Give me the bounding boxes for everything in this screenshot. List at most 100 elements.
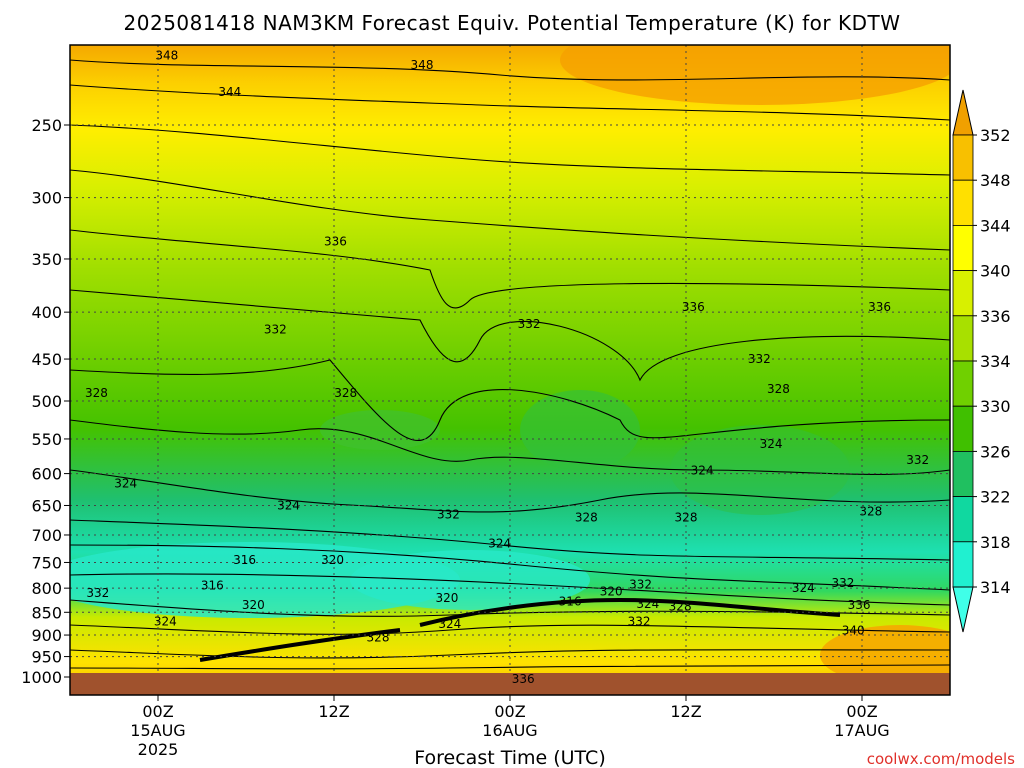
moist-patch	[70, 542, 460, 618]
colorbar-segment	[952, 450, 974, 497]
colorbar-label: 314	[980, 578, 1011, 597]
y-tick-label: 800	[31, 579, 62, 598]
contour-label: 340	[842, 624, 865, 638]
contour-label: 332	[748, 352, 771, 366]
contour-label: 328	[575, 511, 598, 525]
contour-label: 328	[675, 511, 698, 525]
contour-label: 316	[201, 579, 224, 593]
y-tick-label: 700	[31, 526, 62, 545]
contour-label: 320	[600, 585, 623, 599]
contour-label: 324	[636, 597, 659, 611]
colorbar-segment	[952, 224, 974, 271]
contour-label: 316	[559, 594, 582, 608]
credit-text[interactable]: coolwx.com/models	[867, 750, 1015, 768]
contour-labels: 348 348 344 336 332 332 336 336 332 328 328 328 324 3…	[85, 49, 929, 686]
contour-label: 324	[438, 617, 461, 631]
y-tick-label: 600	[31, 465, 62, 484]
contour-label: 332	[518, 317, 541, 331]
colorbar-label: 348	[980, 171, 1011, 190]
contour-label: 324	[277, 498, 300, 512]
moist-patch	[350, 550, 590, 610]
contour-label: 332	[628, 615, 651, 629]
y-tick-label: 900	[31, 626, 62, 645]
contour-label: 324	[760, 437, 783, 451]
contour-label: 328	[334, 386, 357, 400]
colorbar-segment	[952, 496, 974, 543]
colorbar-segment	[952, 179, 974, 226]
contour-label: 332	[264, 323, 287, 337]
contour-label: 336	[324, 235, 347, 249]
contour-label: 320	[321, 553, 344, 567]
contour-label: 320	[242, 598, 265, 612]
colorbar-segment	[952, 270, 974, 317]
warm-patch	[820, 625, 950, 685]
warm-patch	[560, 45, 950, 105]
dry-patch	[520, 390, 640, 470]
contour-label: 328	[669, 600, 692, 614]
y-tick-label: 500	[31, 392, 62, 411]
colorbar-segment	[952, 315, 974, 362]
contour-label: 336	[682, 300, 705, 314]
colorbar-label: 322	[980, 488, 1011, 507]
y-tick-label: 250	[31, 116, 62, 135]
contour-label: 348	[411, 58, 434, 72]
ground-strip	[70, 673, 950, 695]
y-tick-label: 400	[31, 303, 62, 322]
x-tick-label: 00Z	[142, 702, 173, 721]
colorbar-top-arrow	[952, 89, 974, 136]
y-tick-label: 350	[31, 250, 62, 269]
contour-label: 332	[86, 586, 109, 600]
chart-title: 2025081418 NAM3KM Forecast Equiv. Potent…	[124, 11, 901, 35]
y-tick-label: 1000	[21, 668, 62, 687]
colorbar-label: 352	[980, 126, 1011, 145]
dry-patch	[320, 410, 440, 450]
x-tick-sublabel: 15AUG	[130, 721, 185, 740]
colorbar-segment	[952, 541, 974, 588]
y-axis: 250 300 350 400 450 500 550 600 650 700 750 800 850 9…	[21, 116, 70, 687]
x-axis-label: Forecast Time (UTC)	[414, 747, 605, 768]
gridlines	[70, 45, 950, 673]
y-tick-label: 300	[31, 189, 62, 208]
contour-label: 324	[792, 581, 815, 595]
y-tick-label: 550	[31, 430, 62, 449]
contour-label: 332	[629, 578, 652, 592]
contour-label: 324	[488, 536, 511, 550]
contour-label: 324	[691, 463, 714, 477]
y-tick-label: 950	[31, 648, 62, 667]
x-tick-sublabel: 2025	[138, 740, 179, 759]
colorbar-label: 340	[980, 262, 1011, 281]
x-tick-sublabel: 17AUG	[834, 721, 889, 740]
colorbar-label: 330	[980, 397, 1011, 416]
contour-label: 332	[831, 576, 854, 590]
y-tick-label: 750	[31, 553, 62, 572]
contour-label: 320	[435, 591, 458, 605]
y-tick-label: 650	[31, 496, 62, 515]
colorbar-label: 344	[980, 216, 1011, 235]
x-tick-sublabel: 16AUG	[482, 721, 537, 740]
x-tick-label: 00Z	[846, 702, 877, 721]
colorbar-bottom-arrow	[952, 586, 974, 633]
contour-label: 328	[767, 382, 790, 396]
contour-label: 328	[85, 386, 108, 400]
colorbar-label: 336	[980, 307, 1011, 326]
contour-label: 336	[848, 598, 871, 612]
x-tick-label: 12Z	[318, 702, 349, 721]
contour-label: 332	[437, 508, 460, 522]
contour-label: 336	[868, 300, 891, 314]
contour-label: 324	[114, 476, 137, 490]
contour-label: 348	[155, 49, 178, 63]
colorbar-segment	[952, 134, 974, 181]
colorbar-segment	[952, 360, 974, 407]
contour-label: 344	[218, 85, 241, 99]
contour-label: 324	[154, 615, 177, 629]
y-tick-label: 450	[31, 350, 62, 369]
contour-lines	[70, 59, 950, 670]
contour-label: 336	[512, 672, 535, 686]
colorbar-segment	[952, 405, 974, 452]
contour-label: 316	[233, 553, 256, 567]
dry-patch	[670, 425, 850, 515]
x-tick-label: 00Z	[494, 702, 525, 721]
colorbar-label: 326	[980, 442, 1011, 461]
